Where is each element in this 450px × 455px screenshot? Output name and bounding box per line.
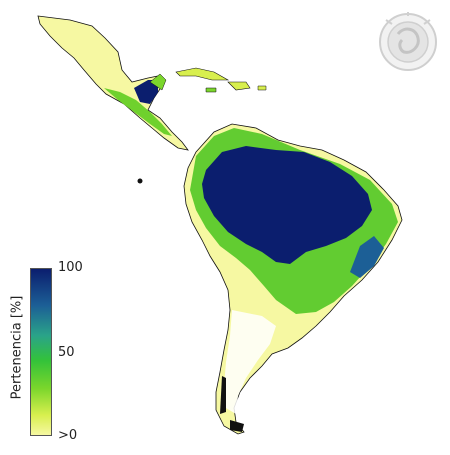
legend-title: Pertenencia [%] [9,295,25,400]
amazon-forest-core [202,146,372,264]
legend-tick-100: 100 [58,260,83,275]
central-america-forest [134,80,158,104]
chile-islands [220,376,226,414]
legend-tick-0: >0 [58,428,78,443]
legend-colorbar [30,268,52,436]
galapagos-islands [137,178,143,184]
institutional-seal-icon [379,12,437,71]
tierra-del-fuego [230,420,244,432]
yucatan [149,73,167,91]
atlantic-forest [350,236,384,278]
mexico-green [104,88,172,136]
jamaica-island [205,87,217,93]
cuba-island [175,67,230,81]
patagonia-white [224,310,276,414]
legend-tick-50: 50 [58,345,75,360]
puerto-rico-island [257,85,267,91]
hispaniola-island [227,81,251,91]
